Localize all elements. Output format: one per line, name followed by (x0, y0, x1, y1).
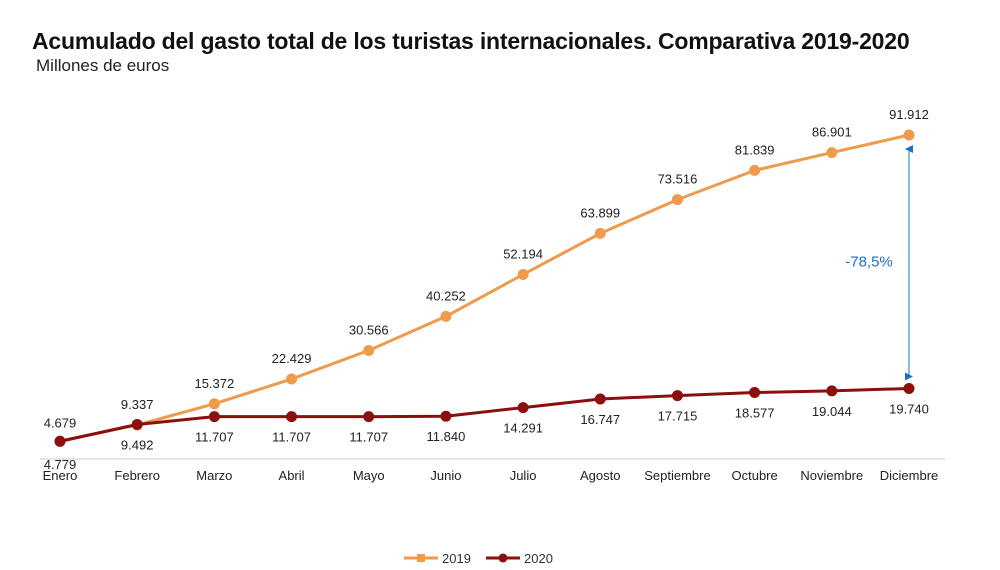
legend-marker-2020 (498, 553, 508, 563)
data-point-2019 (749, 164, 761, 176)
data-label-2020: 14.291 (503, 421, 543, 436)
chart-subtitle: Millones de euros (36, 56, 170, 75)
data-label-2020: 9.492 (121, 437, 154, 452)
legend-marker-2019 (417, 554, 425, 562)
data-label-2019: 63.899 (580, 205, 620, 220)
x-tick-label: Mayo (353, 468, 385, 483)
data-label-2019: 73.516 (658, 172, 698, 187)
data-point-2020 (286, 411, 298, 423)
data-point-2020 (903, 382, 915, 394)
data-point-2019 (903, 129, 915, 141)
data-point-2019 (363, 344, 375, 356)
x-tick-label: Enero (43, 468, 78, 483)
data-point-2020 (440, 410, 452, 422)
difference-label: -78,5% (845, 254, 893, 271)
data-label-2019: 86.901 (812, 125, 852, 140)
data-label-2019: 30.566 (349, 322, 389, 337)
x-tick-label: Junio (430, 468, 461, 483)
data-label-2019: 22.429 (272, 351, 312, 366)
data-point-2020 (671, 390, 683, 402)
legend-label-2019: 2019 (442, 551, 471, 566)
data-label-2020: 19.044 (812, 404, 852, 419)
data-label-2020: 11.707 (195, 430, 234, 445)
series-line-2019 (59, 133, 910, 443)
data-point-2020 (208, 411, 220, 423)
data-label-2019: 91.912 (889, 107, 929, 122)
data-label-2019: 81.839 (735, 142, 775, 157)
x-tick-label: Abril (279, 468, 305, 483)
data-point-2019 (594, 227, 606, 239)
data-point-2020 (131, 418, 143, 430)
data-point-2020 (594, 393, 606, 405)
x-tick-label: Febrero (114, 468, 160, 483)
x-tick-label: Octubre (732, 468, 778, 483)
data-point-2019 (286, 373, 298, 385)
data-label-2020: 11.840 (427, 429, 466, 444)
data-point-2019 (671, 194, 683, 206)
data-label-2020: 18.577 (735, 406, 775, 421)
x-tick-label: Diciembre (880, 468, 939, 483)
data-label-2020: 4.679 (44, 415, 77, 430)
data-label-2020: 17.715 (658, 409, 698, 424)
series-line-2020 (59, 386, 910, 443)
x-tick-label: Septiembre (644, 468, 710, 483)
x-tick-label: Agosto (580, 468, 620, 483)
data-point-2019 (826, 147, 838, 159)
data-point-2019 (208, 398, 220, 410)
data-point-2019 (517, 268, 529, 280)
x-tick-label: Julio (510, 468, 537, 483)
data-label-2020: 19.740 (889, 401, 929, 416)
data-label-2020: 11.707 (349, 430, 388, 445)
data-point-2020 (517, 402, 529, 414)
data-label-2019: 4.779 (44, 457, 77, 472)
data-label-2019: 52.194 (503, 246, 543, 261)
data-label-2020: 11.707 (272, 430, 311, 445)
x-tick-label: Noviembre (800, 468, 863, 483)
data-point-2020 (54, 435, 66, 447)
legend-label-2020: 2020 (524, 551, 553, 566)
data-label-2019: 15.372 (194, 376, 234, 391)
data-label-2020: 16.747 (580, 412, 620, 427)
data-point-2020 (826, 385, 838, 397)
chart-title: Acumulado del gasto total de los turista… (32, 28, 910, 54)
data-label-2019: 9.337 (121, 397, 154, 412)
data-label-2019: 40.252 (426, 288, 466, 303)
data-point-2020 (363, 411, 375, 423)
x-tick-label: Marzo (196, 468, 232, 483)
data-point-2020 (749, 387, 761, 399)
data-point-2019 (440, 310, 452, 322)
